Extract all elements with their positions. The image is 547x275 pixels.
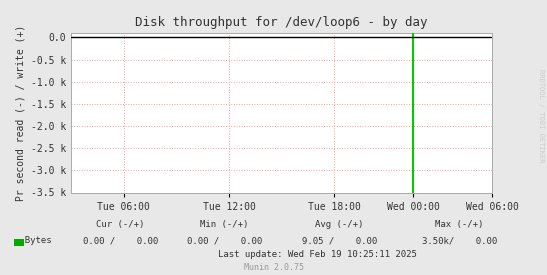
Text: RRDTOOL / TOBI OETIKER: RRDTOOL / TOBI OETIKER xyxy=(538,69,544,162)
Text: 3.50k/    0.00: 3.50k/ 0.00 xyxy=(422,236,497,245)
Text: Cur (-/+): Cur (-/+) xyxy=(96,220,144,229)
Y-axis label: Pr second read (-) / write (+): Pr second read (-) / write (+) xyxy=(15,25,26,201)
Text: Min (-/+): Min (-/+) xyxy=(200,220,248,229)
Text: Max (-/+): Max (-/+) xyxy=(435,220,484,229)
Text: 0.00 /    0.00: 0.00 / 0.00 xyxy=(83,236,158,245)
Text: Bytes: Bytes xyxy=(14,236,51,245)
Text: Munin 2.0.75: Munin 2.0.75 xyxy=(243,263,304,272)
Text: 0.00 /    0.00: 0.00 / 0.00 xyxy=(187,236,262,245)
Text: Avg (-/+): Avg (-/+) xyxy=(315,220,363,229)
Text: Last update: Wed Feb 19 10:25:11 2025: Last update: Wed Feb 19 10:25:11 2025 xyxy=(218,250,417,259)
Text: 9.05 /    0.00: 9.05 / 0.00 xyxy=(301,236,377,245)
Title: Disk throughput for /dev/loop6 - by day: Disk throughput for /dev/loop6 - by day xyxy=(136,16,428,29)
